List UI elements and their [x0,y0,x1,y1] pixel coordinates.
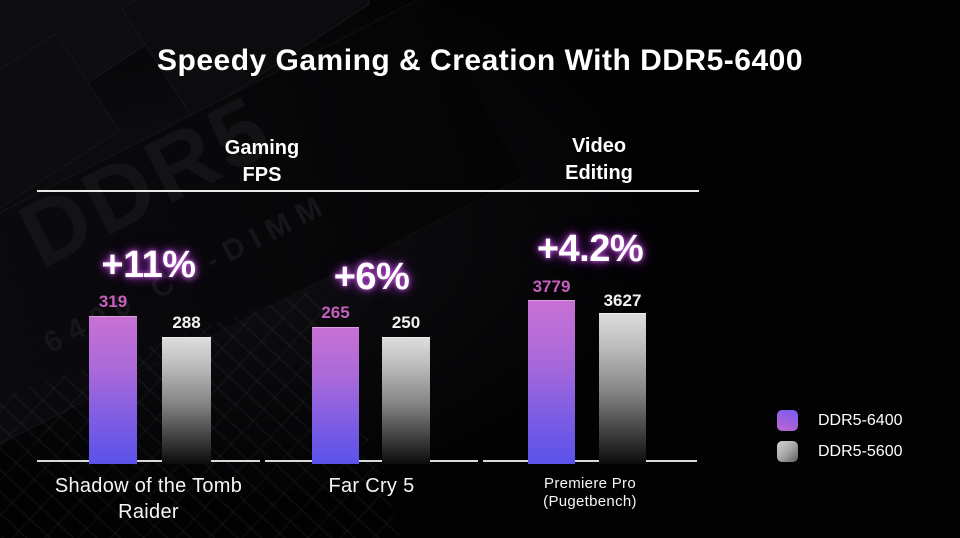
axis-baseline [265,460,478,462]
legend-item-ddr5-6400: DDR5-6400 [777,410,902,431]
bar-ddr5-6400 [89,316,137,464]
legend-label: DDR5-5600 [818,443,903,460]
page-title: Speedy Gaming & Creation With DDR5-6400 [156,44,804,77]
bar-ddr5-5600 [382,337,430,464]
category-label-line: Raider [118,501,179,523]
axis-baseline [37,460,260,462]
column-header-line: Video [571,135,627,157]
bar-ddr5-5600 [599,313,646,464]
value-label-ddr5-5600: 288 [172,313,201,332]
bar-group-premiere-pro: +4.2% 3779 3627 Premiere Pro (Pugetbench… [483,0,697,538]
value-label-ddr5-6400: 319 [98,292,128,311]
legend-swatch-ddr5-6400 [777,410,798,431]
column-header-video-editing: Video Editing [499,133,699,187]
column-header-line: FPS [242,164,282,186]
category-label-line: Shadow of the Tomb [54,475,243,497]
legend-label: DDR5-6400 [818,412,903,429]
axis-baseline [483,460,697,462]
gain-label: +6% [333,256,410,298]
bar-group-shadow-of-the-tomb-raider: +11% 319 288 Shadow of the Tomb Raider [37,0,260,538]
category-label-line: Far Cry 5 [328,475,415,497]
bar-ddr5-6400 [312,327,359,464]
bar-ddr5-5600 [162,337,211,464]
column-header-gaming-fps: Gaming FPS [162,135,362,189]
category-label-line: (Pugetbench) [543,493,637,510]
category-label: Premiere Pro (Pugetbench) [471,475,709,511]
gain-label: +4.2% [536,228,644,270]
value-label-ddr5-6400: 265 [321,303,350,322]
column-header-line: Gaming [224,137,300,159]
column-header-line: Editing [565,162,633,184]
category-label: Shadow of the Tomb Raider [25,473,272,525]
legend-item-ddr5-5600: DDR5-5600 [777,441,902,462]
header-divider-line [37,190,699,192]
category-label: Far Cry 5 [253,473,490,499]
value-label-ddr5-6400: 3779 [532,277,571,296]
bar-ddr5-6400 [528,300,575,464]
value-label-ddr5-5600: 250 [391,313,421,332]
category-label-line: Premiere Pro [544,475,636,492]
legend-swatch-ddr5-5600 [777,441,798,462]
bar-group-far-cry-5: +6% 265 250 Far Cry 5 [265,0,478,538]
gain-label: +11% [101,244,196,286]
value-label-ddr5-5600: 3627 [603,291,642,310]
legend: DDR5-6400 DDR5-5600 [777,410,902,472]
